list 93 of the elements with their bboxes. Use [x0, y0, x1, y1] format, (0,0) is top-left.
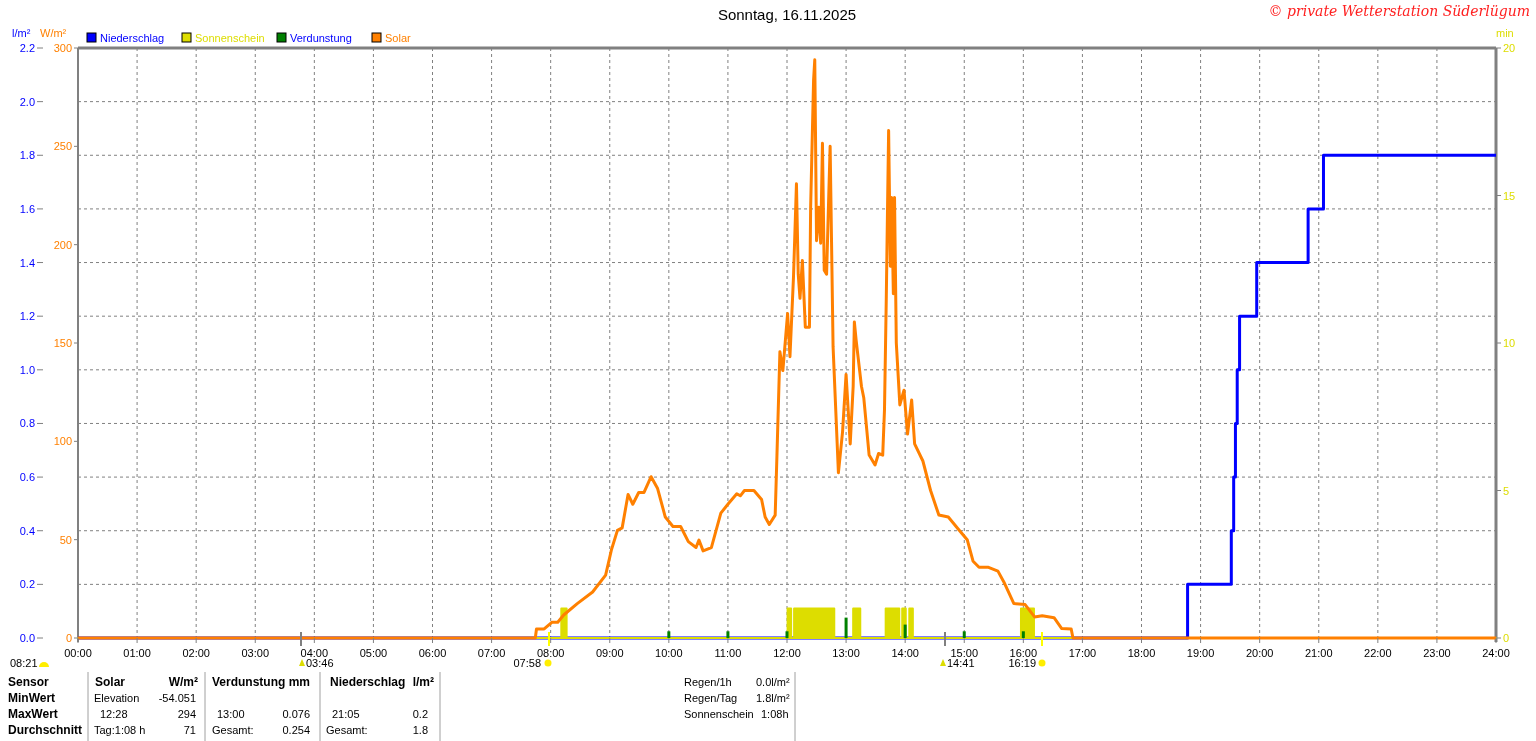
y-tick-label: 1.4 — [19, 256, 35, 269]
text: Gesamt: — [212, 724, 254, 736]
x-tick-label: 19:00 — [1186, 647, 1215, 659]
y-tick-label: 2.2 — [19, 42, 35, 54]
x-tick-label: 20:00 — [1245, 647, 1274, 659]
y3-tick-label: 5 — [1503, 484, 1510, 497]
text: 03:46 — [306, 657, 334, 669]
y3-tick-label: 15 — [1503, 189, 1516, 202]
text: © private Wetterstation Süderlügum — [1268, 3, 1530, 19]
y2-tick-label: 150 — [53, 337, 72, 349]
text: 0.254 — [282, 724, 310, 736]
text: Verdunstung — [212, 675, 286, 689]
y-axis-title: l/m² — [12, 27, 31, 39]
x-tick-label: 05:00 — [359, 647, 388, 659]
legend-label: Verdunstung — [290, 32, 352, 44]
y2-tick-label: 100 — [53, 435, 72, 448]
y2-axis-title: W/m² — [40, 27, 67, 39]
text: 16:19 — [1008, 657, 1036, 669]
text: Durchschnitt — [8, 723, 83, 737]
text: 0.076 — [282, 708, 310, 720]
text: 14:41 — [947, 657, 975, 669]
text: 1:08h — [761, 708, 789, 720]
text: Solar — [95, 675, 126, 689]
x-tick-label: 18:00 — [1127, 647, 1156, 659]
text: 1.8l/m² — [756, 692, 790, 704]
text: MinWert — [8, 691, 56, 705]
x-tick-label: 08:00 — [536, 647, 565, 659]
x-tick-label: 10:00 — [655, 647, 683, 659]
x-tick-label: 04:00 — [300, 647, 329, 659]
x-tick-label: 09:00 — [595, 647, 624, 659]
text: Sensor — [8, 675, 50, 689]
text: 13:00 — [217, 708, 245, 720]
text: Tag:1:08 h — [94, 724, 146, 736]
y-tick-label: 0.2 — [19, 578, 35, 591]
y3-axis-title: min — [1496, 27, 1514, 39]
y2-tick-label: 0 — [65, 632, 72, 644]
y2-tick-label: 250 — [53, 140, 72, 153]
chart-title: Sonntag, 16.11.2025 — [717, 6, 857, 23]
text: MaxWert — [8, 707, 58, 721]
legend-label: Niederschlag — [100, 32, 165, 44]
y2-tick-label: 200 — [53, 238, 72, 251]
y3-tick-label: 10 — [1503, 337, 1516, 349]
x-tick-label: 15:00 — [950, 647, 979, 659]
x-tick-label: 07:00 — [477, 647, 506, 659]
text: 71 — [183, 724, 196, 736]
x-tick-label: 13:00 — [832, 647, 860, 659]
text: 08:21 — [10, 657, 38, 669]
text: 07:58 — [513, 657, 541, 669]
y-tick-label: 1.0 — [19, 363, 35, 376]
x-tick-label: 12:00 — [773, 647, 801, 659]
x-tick-label: 11:00 — [714, 647, 742, 659]
text: Gesamt: — [326, 724, 368, 736]
text: 294 — [177, 708, 196, 720]
y2-tick-label: 50 — [59, 533, 72, 546]
text: Regen/1h — [684, 676, 732, 688]
x-tick-label: 14:00 — [891, 647, 919, 659]
text: 21:05 — [332, 708, 360, 720]
text: Sonnenschein — [684, 708, 754, 720]
text: Niederschlag — [330, 675, 406, 689]
x-tick-label: 03:00 — [241, 647, 270, 659]
text: l/m² — [412, 675, 434, 689]
x-tick-label: 06:00 — [418, 647, 447, 659]
x-tick-label: 21:00 — [1304, 647, 1333, 659]
text: Elevation — [94, 692, 140, 704]
y-tick-label: 2.0 — [19, 95, 35, 108]
y-tick-label: 0.6 — [19, 471, 35, 484]
y-tick-label: 0.4 — [19, 524, 35, 537]
y2-tick-label: 300 — [53, 42, 72, 54]
x-tick-label: 00:00 — [64, 647, 92, 659]
text: 12:28 — [100, 708, 128, 720]
legend-label: Sonnenschein — [195, 32, 265, 44]
y-tick-label: 0.8 — [19, 417, 35, 430]
text: W/m² — [168, 675, 198, 689]
x-tick-label: 02:00 — [182, 647, 210, 659]
y-tick-label: 1.6 — [19, 202, 35, 215]
x-tick-label: 01:00 — [123, 647, 151, 659]
legend-label: Solar — [385, 32, 412, 44]
y3-tick-label: 20 — [1503, 42, 1516, 54]
x-tick-label: 23:00 — [1423, 647, 1451, 659]
x-tick-label: 16:00 — [1009, 647, 1038, 659]
y-tick-label: 0.0 — [19, 632, 35, 644]
y-tick-label: 1.8 — [19, 149, 35, 162]
text: mm — [288, 675, 310, 689]
x-tick-label: 17:00 — [1068, 647, 1097, 659]
text: 0.2 — [412, 708, 428, 720]
text: 1.8 — [412, 724, 428, 736]
y3-tick-label: 0 — [1503, 632, 1510, 644]
text: 0.0l/m² — [756, 676, 790, 688]
x-tick-label: 22:00 — [1364, 647, 1392, 659]
text: -54.051 — [158, 692, 196, 704]
x-tick-label: 24:00 — [1482, 647, 1510, 659]
text: Regen/Tag — [684, 692, 738, 704]
y-tick-label: 1.2 — [19, 310, 35, 323]
